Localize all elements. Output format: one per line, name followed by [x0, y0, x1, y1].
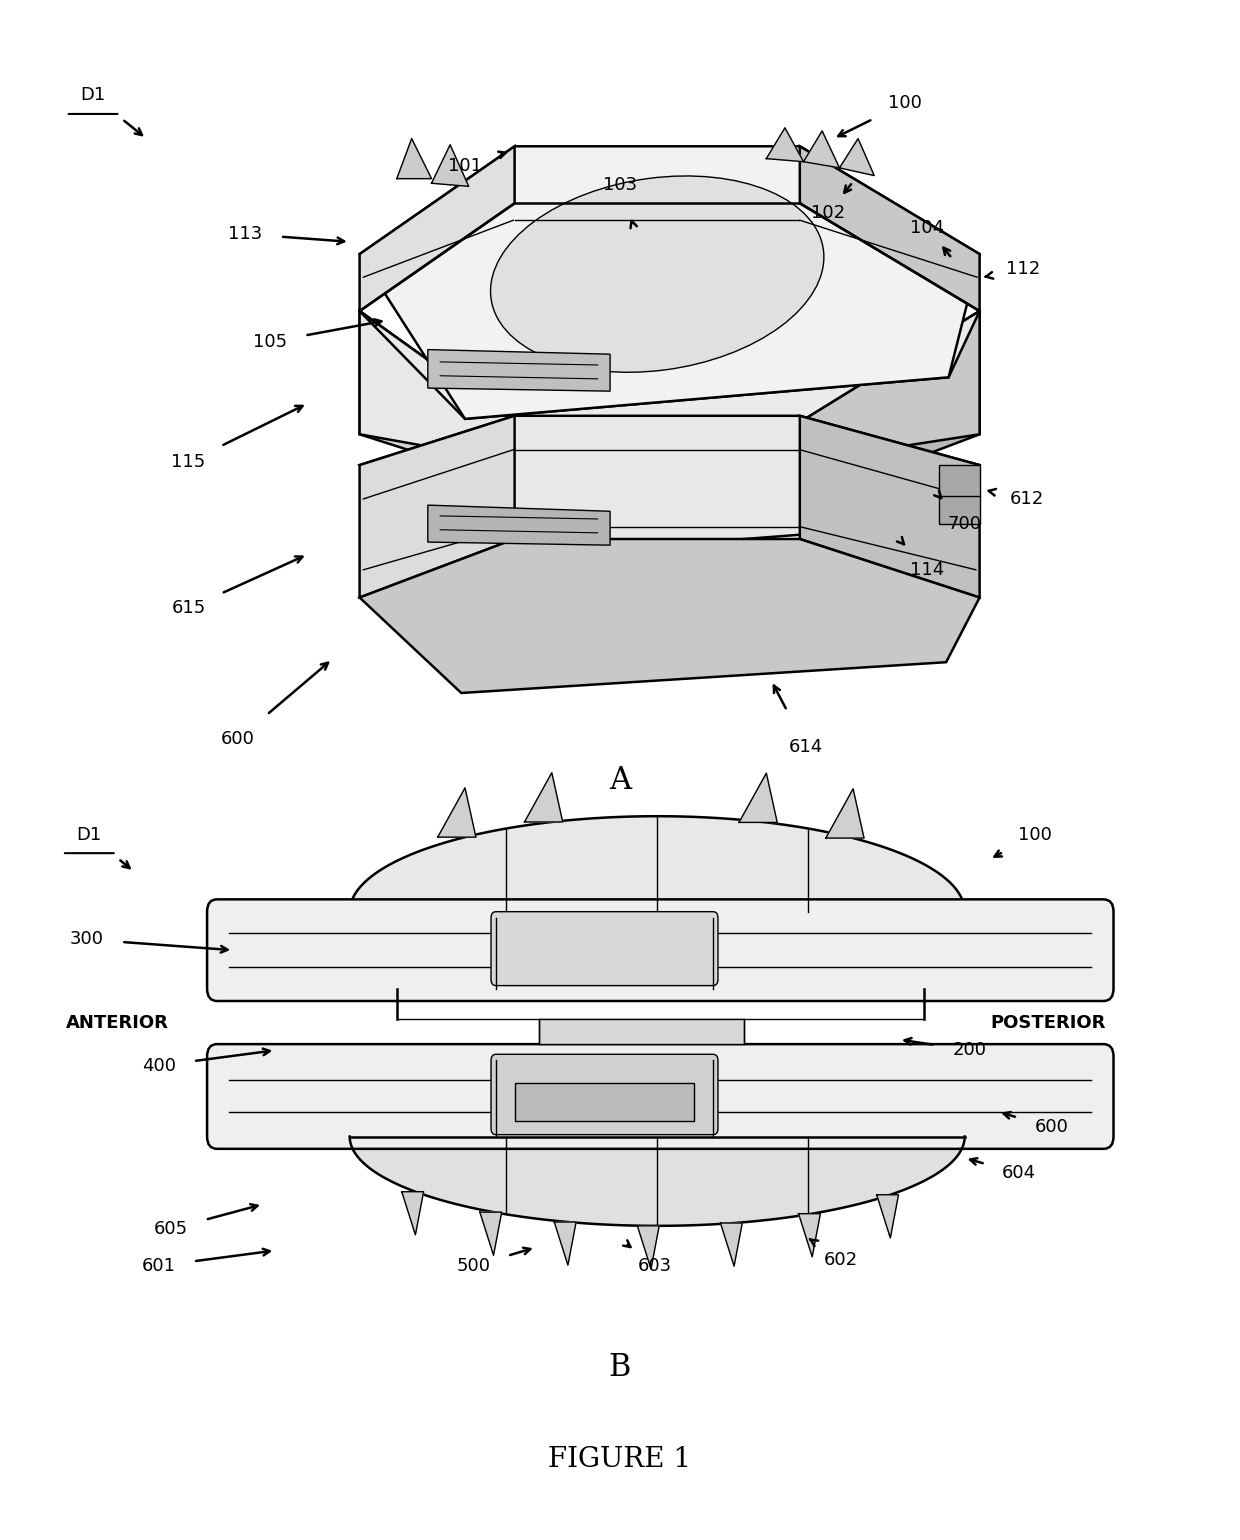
Text: D1: D1	[77, 825, 102, 844]
FancyBboxPatch shape	[491, 1055, 718, 1135]
Text: 112: 112	[1006, 260, 1040, 279]
Text: 603: 603	[637, 1257, 672, 1275]
Text: 615: 615	[171, 599, 206, 618]
Polygon shape	[939, 465, 980, 524]
Text: POSTERIOR: POSTERIOR	[990, 1013, 1106, 1032]
Polygon shape	[826, 788, 864, 838]
Text: 602: 602	[823, 1250, 858, 1269]
Polygon shape	[360, 311, 980, 422]
Polygon shape	[800, 146, 980, 311]
Polygon shape	[350, 816, 965, 912]
Text: FIGURE 1: FIGURE 1	[548, 1446, 692, 1474]
Text: 103: 103	[603, 176, 637, 194]
Text: 100: 100	[1018, 825, 1053, 844]
Polygon shape	[800, 311, 980, 468]
Text: 200: 200	[952, 1041, 987, 1060]
Polygon shape	[360, 311, 515, 462]
Text: 115: 115	[171, 453, 206, 471]
Polygon shape	[428, 350, 610, 391]
FancyBboxPatch shape	[207, 899, 1114, 1001]
Polygon shape	[839, 139, 874, 176]
FancyBboxPatch shape	[207, 1044, 1114, 1149]
Text: 600: 600	[221, 730, 255, 748]
Bar	[539, 1019, 744, 1044]
Text: 113: 113	[228, 225, 263, 243]
Text: 114: 114	[910, 561, 945, 579]
Text: 604: 604	[1002, 1164, 1037, 1183]
Text: 100: 100	[888, 94, 923, 112]
Polygon shape	[360, 146, 515, 311]
FancyBboxPatch shape	[491, 912, 718, 986]
Bar	[515, 1083, 694, 1121]
Text: 105: 105	[253, 333, 288, 351]
Polygon shape	[804, 131, 839, 168]
Polygon shape	[438, 788, 476, 838]
Polygon shape	[402, 1192, 424, 1235]
Polygon shape	[360, 416, 980, 561]
Polygon shape	[428, 505, 610, 545]
Polygon shape	[800, 416, 980, 598]
Text: B: B	[609, 1352, 631, 1383]
Text: 605: 605	[154, 1220, 188, 1238]
Text: 104: 104	[910, 219, 945, 237]
Text: 601: 601	[141, 1257, 176, 1275]
Polygon shape	[360, 539, 980, 693]
Polygon shape	[720, 1223, 743, 1266]
Text: 500: 500	[456, 1257, 491, 1275]
Polygon shape	[739, 773, 777, 822]
Text: 101: 101	[448, 157, 482, 176]
Polygon shape	[877, 1195, 899, 1238]
Polygon shape	[360, 416, 515, 598]
Polygon shape	[350, 1137, 965, 1226]
Polygon shape	[397, 139, 432, 179]
Polygon shape	[432, 145, 469, 186]
Polygon shape	[799, 1214, 821, 1257]
Text: 600: 600	[1034, 1118, 1069, 1137]
Text: 400: 400	[141, 1056, 176, 1075]
Text: D1: D1	[81, 86, 105, 105]
Polygon shape	[360, 311, 515, 468]
Text: 612: 612	[1009, 490, 1044, 508]
Text: A: A	[609, 765, 631, 796]
Text: 102: 102	[811, 203, 846, 222]
Polygon shape	[554, 1223, 577, 1266]
Polygon shape	[637, 1226, 660, 1269]
Polygon shape	[480, 1212, 502, 1255]
Text: ANTERIOR: ANTERIOR	[67, 1013, 169, 1032]
Text: 300: 300	[69, 930, 104, 949]
Text: 700: 700	[947, 514, 982, 533]
Polygon shape	[360, 146, 980, 419]
Ellipse shape	[491, 176, 823, 373]
Polygon shape	[525, 773, 563, 822]
Polygon shape	[766, 128, 804, 162]
Polygon shape	[800, 311, 980, 462]
Text: 614: 614	[789, 738, 823, 756]
